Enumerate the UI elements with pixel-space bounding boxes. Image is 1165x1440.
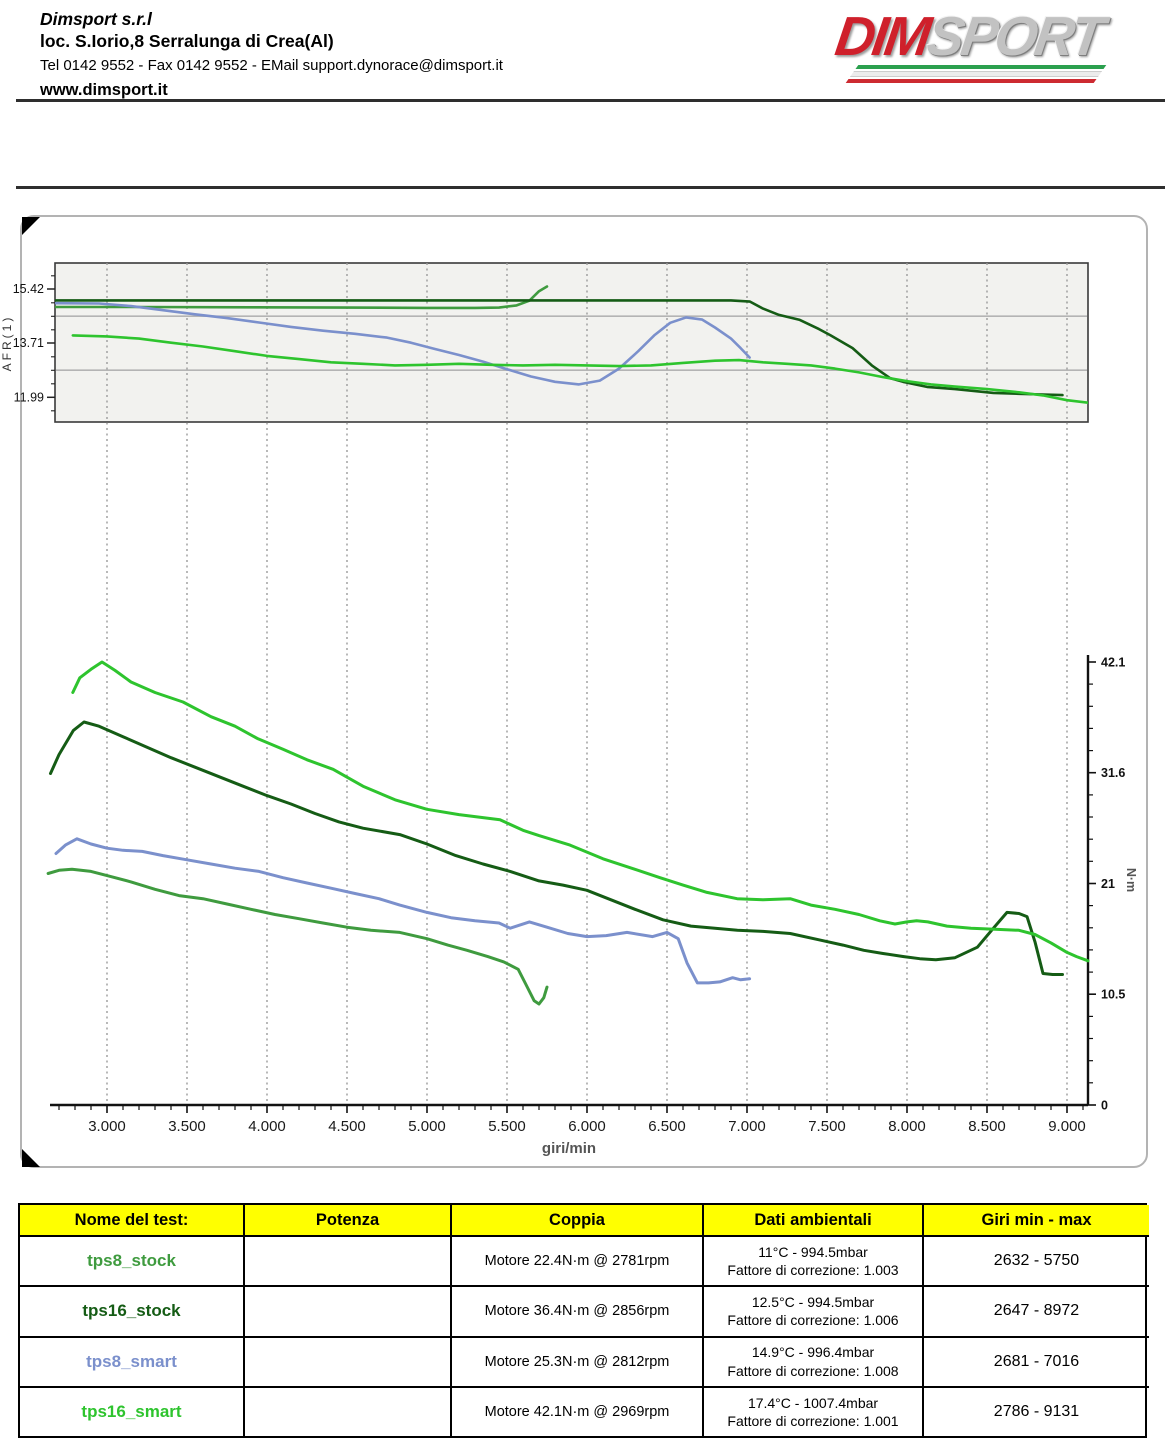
results-table: Nome del test: Potenza Coppia Dati ambie… (18, 1203, 1149, 1438)
ambientali-cell: 17.4°C - 1007.4mbar Fattore di correzion… (702, 1385, 922, 1436)
company-name: Dimsport s.r.l (40, 9, 152, 29)
table-header-coppia: Coppia (450, 1205, 702, 1235)
giri-cell: 2786 - 9131 (922, 1385, 1149, 1436)
coppia-cell: Motore 42.1N·m @ 2969rpm (450, 1385, 702, 1436)
ambientali-cell: 11°C - 994.5mbar Fattore di correzione: … (702, 1235, 922, 1286)
potenza-cell (243, 1285, 450, 1336)
coppia-cell: Motore 25.3N·m @ 2812rpm (450, 1335, 702, 1386)
ambientali-line1: 12.5°C - 994.5mbar (751, 1294, 875, 1311)
logo-stripe-red (845, 79, 1097, 84)
company-website: www.dimsport.it (40, 80, 168, 99)
potenza-cell (243, 1385, 450, 1436)
logo-stripe-white (849, 71, 1103, 78)
dimsport-logo: DIMSPORT (832, 5, 1126, 84)
logo-dim: DIM (831, 5, 933, 67)
ambientali-line2: Fattore di correzione: 1.003 (727, 1262, 899, 1279)
header-divider-top (16, 99, 1165, 102)
logo-text: DIMSPORT (832, 5, 1129, 67)
giri-cell: 2647 - 8972 (922, 1285, 1149, 1336)
ambientali-line2: Fattore di correzione: 1.001 (727, 1412, 899, 1429)
giri-cell: 2632 - 5750 (922, 1235, 1149, 1286)
test-name: tps16_smart (20, 1385, 243, 1436)
company-contact: Tel 0142 9552 - Fax 0142 9552 - EMail su… (40, 56, 503, 74)
giri-cell: 2681 - 7016 (922, 1335, 1149, 1386)
coppia-cell: Motore 36.4N·m @ 2856rpm (450, 1285, 702, 1336)
potenza-cell (243, 1335, 450, 1386)
ambientali-line2: Fattore di correzione: 1.006 (727, 1312, 899, 1329)
table-header-ambientali: Dati ambientali (702, 1205, 922, 1235)
logo-stripe-green (855, 65, 1107, 70)
potenza-cell (243, 1235, 450, 1286)
svg-text:AFR(1): AFR(1) (0, 315, 14, 372)
logo-sport: SPORT (923, 5, 1106, 67)
test-name: tps16_stock (20, 1285, 243, 1335)
ambientali-line1: 11°C - 994.5mbar (758, 1243, 868, 1260)
ambientali-line2: Fattore di correzione: 1.008 (727, 1362, 899, 1379)
table-header-giri: Giri min - max (922, 1205, 1149, 1235)
ambientali-cell: 12.5°C - 994.5mbar Fattore di correzione… (702, 1285, 922, 1336)
ambientali-cell: 14.9°C - 996.4mbar Fattore di correzione… (702, 1335, 922, 1386)
dyno-chart-panel (20, 215, 1148, 1168)
table-header-nome: Nome del test: (20, 1205, 243, 1235)
ambientali-line1: 17.4°C - 1007.4mbar (747, 1394, 879, 1411)
coppia-cell: Motore 22.4N·m @ 2781rpm (450, 1235, 702, 1286)
ambientali-line1: 14.9°C - 996.4mbar (751, 1344, 875, 1361)
test-name: tps8_smart (20, 1335, 243, 1386)
logo-stripes (845, 65, 1107, 84)
header-divider-bottom (16, 186, 1165, 189)
test-name: tps8_stock (20, 1235, 243, 1285)
company-header: Dimsport s.r.l loc. S.Iorio,8 Serralunga… (40, 8, 503, 101)
table-header-potenza: Potenza (243, 1205, 450, 1235)
company-address: loc. S.Iorio,8 Serralunga di Crea(Al) (40, 31, 334, 52)
